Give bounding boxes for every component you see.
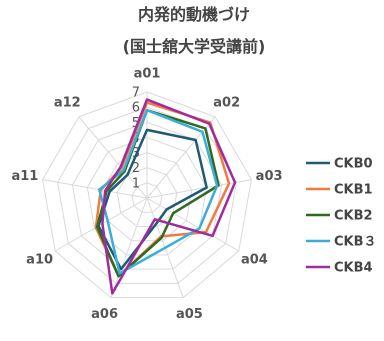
tick-label-1: 1 [132, 176, 140, 191]
radar-grid [42, 91, 252, 299]
series-lines [94, 98, 237, 295]
tick-label-5: 5 [132, 116, 140, 131]
grid-spoke-a06 [110, 197, 148, 298]
legend-label-CKB1: CKB1 [334, 183, 373, 198]
axis-label-a10: a10 [26, 253, 53, 268]
grid-ring-1 [131, 182, 163, 213]
tick-label-2: 2 [132, 161, 140, 176]
axis-label-a12: a12 [54, 96, 81, 111]
grid-spoke-a02 [146, 116, 216, 199]
grid-ring-3 [101, 152, 193, 242]
legend-label-CKB0: CKB0 [334, 157, 373, 172]
legend-label-CKB2: CKB2 [334, 209, 373, 224]
axis-label-a01: a01 [134, 67, 161, 82]
axis-label-a02: a02 [213, 96, 240, 111]
axis-label-a03: a03 [256, 169, 283, 184]
grid-spoke-a11 [42, 179, 148, 199]
axis-label-a11: a11 [11, 169, 38, 184]
grid-ring-5 [71, 121, 223, 270]
grid-ring-4 [86, 136, 208, 256]
grid-spoke-a10 [54, 197, 148, 252]
series-line-CKB4 [101, 98, 237, 295]
axis-label-a06: a06 [91, 307, 118, 322]
axis-label-a04: a04 [241, 253, 268, 268]
grid-spoke-a12 [78, 116, 148, 199]
legend-label-CKB4: CKB4 [334, 261, 373, 276]
series-line-CKB2 [95, 108, 220, 278]
axis-label-a05: a05 [176, 307, 203, 322]
tick-label-6: 6 [132, 101, 140, 116]
grid-ring-2 [116, 167, 178, 227]
legend-label-CKB３: CKB３ [334, 235, 377, 250]
chart-title: 内発的動機づけ [138, 5, 250, 24]
tick-label-7: 7 [132, 86, 140, 101]
axis-labels: a01 a02 a03 a04 a05 a06 a10 a11 a12 [11, 67, 282, 323]
chart-subtitle: (国士舘大学受講前) [123, 37, 266, 56]
legend: CKB0 CKB1 CKB2 CKB３ CKB4 [306, 157, 377, 276]
grid-ring-7 [42, 91, 252, 299]
grid-spoke-a04 [146, 197, 240, 252]
